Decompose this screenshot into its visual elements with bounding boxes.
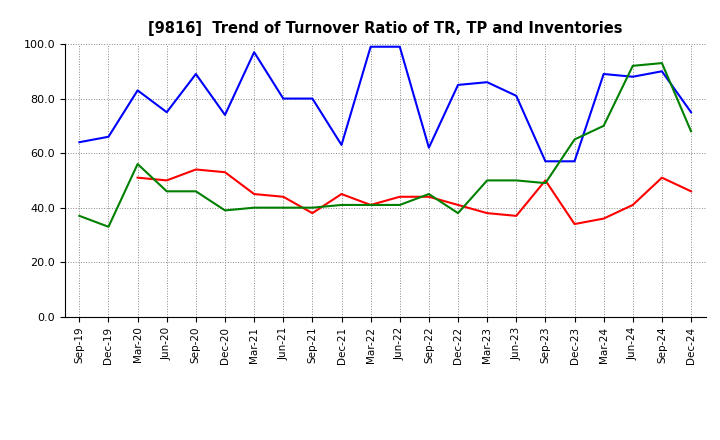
Title: [9816]  Trend of Turnover Ratio of TR, TP and Inventories: [9816] Trend of Turnover Ratio of TR, TP… [148,21,623,36]
